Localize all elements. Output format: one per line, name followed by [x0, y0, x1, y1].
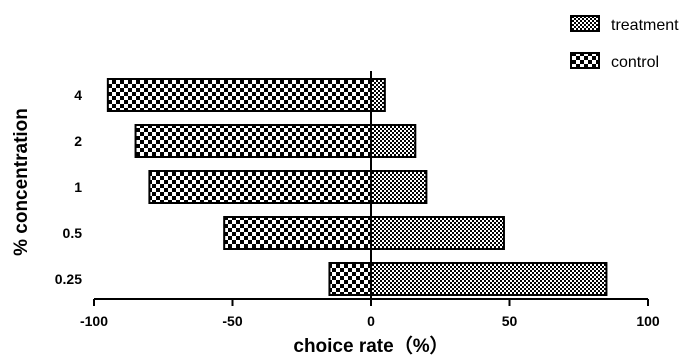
- legend-swatch-control: [570, 52, 600, 69]
- bar-treatment-2: [370, 124, 417, 158]
- bar-treatment-0.25: [370, 262, 608, 296]
- x-tick-label: -100: [80, 313, 108, 329]
- bars-layer: [106, 78, 608, 296]
- legend-label-treatment: treatment: [611, 17, 679, 34]
- bar-treatment-4: [370, 78, 386, 112]
- y-tick-label: 4: [74, 87, 82, 103]
- y-tick-label: 0.5: [63, 225, 83, 241]
- x-tick-label: 50: [502, 313, 518, 329]
- bar-control-0.5: [223, 216, 372, 250]
- bar-control-4: [106, 78, 372, 112]
- y-tick-label: 2: [74, 133, 82, 149]
- y-tick-label: 0.25: [55, 271, 82, 287]
- y-axis-title: % concentration: [11, 108, 32, 256]
- x-tick-label: 0: [367, 313, 375, 329]
- y-tick-label: 1: [74, 179, 82, 195]
- x-axis-title: choice rate（%）: [293, 334, 448, 357]
- x-tick-label: -50: [222, 313, 242, 329]
- legend-label-control: control: [611, 54, 659, 71]
- bar-control-0.25: [328, 262, 373, 296]
- bar-control-2: [134, 124, 372, 158]
- bar-treatment-0.5: [370, 216, 505, 250]
- x-tick-label: 100: [636, 313, 660, 329]
- y-ticks-layer: 4 2 1 0.5 0.25: [55, 87, 82, 287]
- x-ticks-layer: -100 -50 0 50 100: [80, 299, 660, 329]
- bar-treatment-1: [370, 170, 428, 204]
- legend-swatch-treatment: [570, 15, 600, 32]
- legend: treatment control: [570, 15, 679, 71]
- bar-control-1: [148, 170, 372, 204]
